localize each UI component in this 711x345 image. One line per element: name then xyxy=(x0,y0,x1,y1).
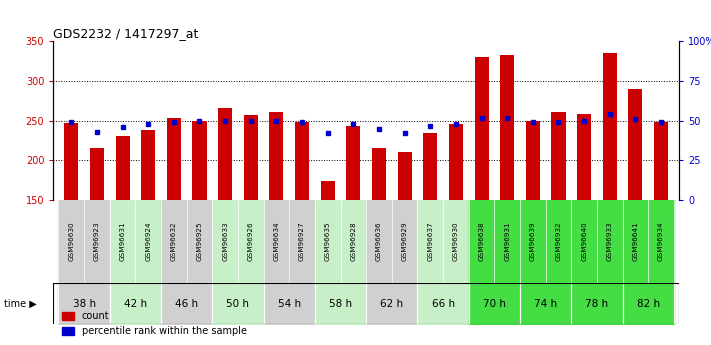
Text: GSM96632: GSM96632 xyxy=(171,222,177,261)
Bar xyxy=(269,112,284,200)
Text: GSM96932: GSM96932 xyxy=(555,222,562,261)
Text: GSM96924: GSM96924 xyxy=(145,222,151,261)
Text: GSM96925: GSM96925 xyxy=(196,222,203,261)
Text: 54 h: 54 h xyxy=(278,299,301,308)
Text: GSM96934: GSM96934 xyxy=(658,222,664,261)
Bar xyxy=(474,57,488,200)
Text: 42 h: 42 h xyxy=(124,299,147,308)
Legend: count, percentile rank within the sample: count, percentile rank within the sample xyxy=(58,307,250,340)
Text: 38 h: 38 h xyxy=(73,299,96,308)
Bar xyxy=(449,124,463,200)
Text: GSM96931: GSM96931 xyxy=(504,222,510,261)
Text: GSM96927: GSM96927 xyxy=(299,222,305,261)
Bar xyxy=(397,152,412,200)
Text: GSM96930: GSM96930 xyxy=(453,222,459,261)
Bar xyxy=(141,130,155,200)
Text: GSM96634: GSM96634 xyxy=(274,222,279,261)
Bar xyxy=(90,148,104,200)
Text: GSM96928: GSM96928 xyxy=(351,222,356,261)
Bar xyxy=(372,148,386,200)
Text: 70 h: 70 h xyxy=(483,299,506,308)
Text: 82 h: 82 h xyxy=(636,299,660,308)
Bar xyxy=(654,122,668,200)
Text: GSM96637: GSM96637 xyxy=(427,222,433,261)
Text: GSM96929: GSM96929 xyxy=(402,222,407,261)
Text: 46 h: 46 h xyxy=(175,299,198,308)
Text: 66 h: 66 h xyxy=(432,299,454,308)
Bar xyxy=(577,115,591,200)
Text: 78 h: 78 h xyxy=(585,299,609,308)
Bar xyxy=(167,118,181,200)
Text: GSM96633: GSM96633 xyxy=(222,222,228,261)
Text: GSM96641: GSM96641 xyxy=(632,222,638,261)
Text: 50 h: 50 h xyxy=(226,299,250,308)
Bar xyxy=(552,112,565,200)
Text: GSM96631: GSM96631 xyxy=(119,222,126,261)
Bar xyxy=(423,132,437,200)
Text: GSM96639: GSM96639 xyxy=(530,222,536,261)
Bar xyxy=(321,181,335,200)
Text: GSM96635: GSM96635 xyxy=(325,222,331,261)
Bar xyxy=(244,115,258,200)
Bar xyxy=(295,122,309,200)
Bar xyxy=(603,53,617,200)
Bar xyxy=(64,123,78,200)
Text: GSM96638: GSM96638 xyxy=(479,222,485,261)
Bar xyxy=(115,136,129,200)
Text: GSM96923: GSM96923 xyxy=(94,222,100,261)
Text: GSM96640: GSM96640 xyxy=(581,222,587,261)
Text: GSM96933: GSM96933 xyxy=(606,222,613,261)
Text: 62 h: 62 h xyxy=(380,299,403,308)
Bar xyxy=(218,108,232,200)
Text: time ▶: time ▶ xyxy=(4,299,36,308)
Text: GSM96926: GSM96926 xyxy=(247,222,254,261)
Bar xyxy=(500,55,514,200)
Text: 74 h: 74 h xyxy=(534,299,557,308)
Text: GSM96630: GSM96630 xyxy=(68,222,74,261)
Text: GSM96636: GSM96636 xyxy=(376,222,382,261)
Text: GDS2232 / 1417297_at: GDS2232 / 1417297_at xyxy=(53,27,198,40)
Bar xyxy=(193,121,206,200)
Bar xyxy=(526,121,540,200)
Bar xyxy=(629,89,643,200)
Text: 58 h: 58 h xyxy=(329,299,352,308)
Bar xyxy=(346,126,360,200)
